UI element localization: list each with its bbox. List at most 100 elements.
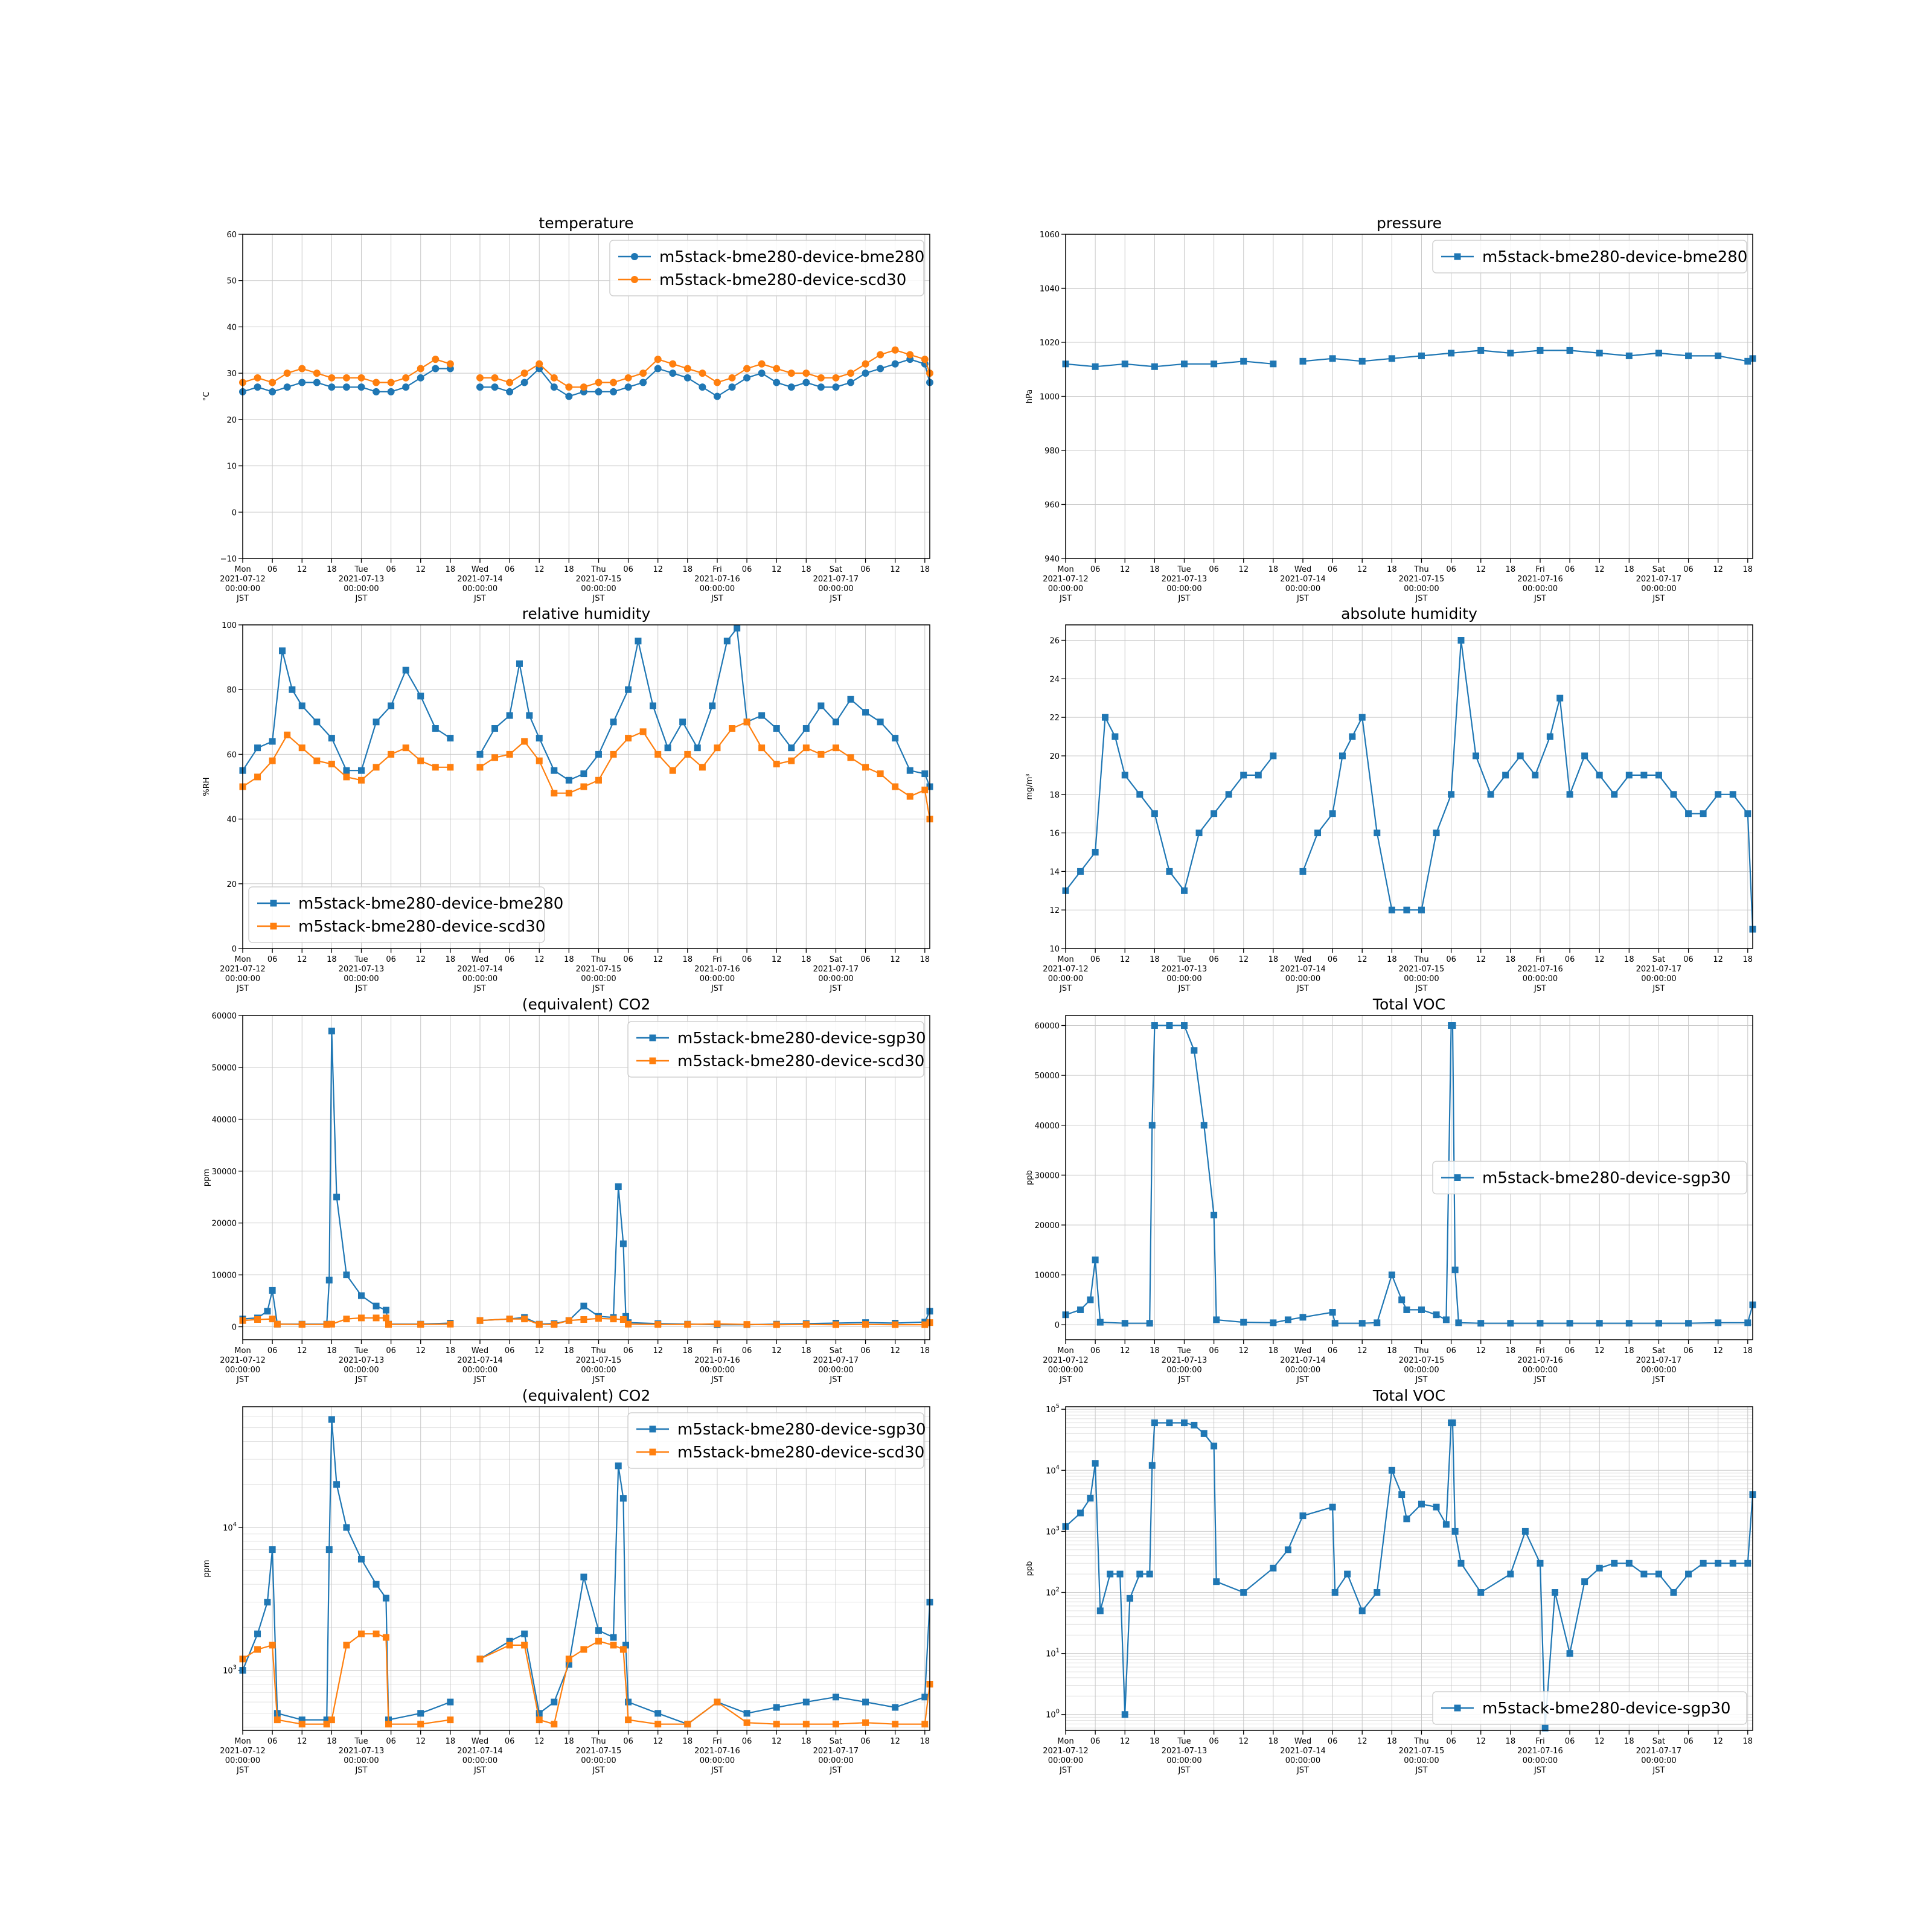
data-point xyxy=(357,1630,365,1637)
data-point xyxy=(1121,1320,1128,1327)
data-point xyxy=(1329,810,1336,817)
data-point xyxy=(491,374,499,382)
x-tick-label: 00:00:00 xyxy=(818,974,853,984)
data-point xyxy=(1077,868,1084,875)
data-point xyxy=(373,1314,380,1322)
data-point xyxy=(328,1716,335,1724)
data-point xyxy=(1655,350,1662,357)
data-point xyxy=(373,379,380,386)
data-point xyxy=(683,365,691,373)
x-tick-label: Wed xyxy=(1294,1346,1311,1355)
data-point xyxy=(699,369,706,377)
data-point xyxy=(325,1276,333,1284)
x-tick-label: Thu xyxy=(590,955,606,964)
data-point xyxy=(1240,1319,1247,1326)
data-point xyxy=(1374,830,1381,837)
x-tick-label: JST xyxy=(1296,1766,1309,1775)
data-point xyxy=(357,1292,365,1299)
legend-marker xyxy=(270,900,277,907)
x-tick-label: 12 xyxy=(1238,565,1249,574)
data-point xyxy=(382,1634,389,1641)
data-point xyxy=(1398,1296,1406,1303)
legend-label: m5stack-bme280-device-scd30 xyxy=(677,1444,924,1462)
data-point xyxy=(1611,791,1618,798)
data-point xyxy=(343,1316,350,1323)
data-point xyxy=(1211,1442,1218,1450)
data-point xyxy=(298,744,305,752)
x-tick-label: 18 xyxy=(920,565,930,574)
data-point xyxy=(1442,1521,1450,1528)
legend-marker xyxy=(649,1448,656,1456)
data-point xyxy=(417,1321,424,1328)
legend-label: m5stack-bme280-device-sgp30 xyxy=(1482,1700,1731,1718)
data-point xyxy=(580,1573,587,1581)
data-point xyxy=(862,369,869,377)
x-tick-label: 2021-07-14 xyxy=(1280,1356,1326,1365)
data-point xyxy=(1640,772,1648,779)
data-point xyxy=(595,750,602,758)
x-tick-label: JST xyxy=(1177,984,1190,993)
data-point xyxy=(1087,1296,1094,1303)
data-point xyxy=(743,1321,750,1328)
data-point xyxy=(388,702,395,709)
x-tick-label: 06 xyxy=(386,1737,396,1746)
data-point xyxy=(254,374,261,382)
data-point xyxy=(619,1240,627,1247)
x-tick-label: 12 xyxy=(890,955,900,964)
data-point xyxy=(1146,1570,1153,1578)
legend-label: m5stack-bme280-device-scd30 xyxy=(298,918,545,936)
data-point xyxy=(580,383,587,391)
y-tick-label: 980 xyxy=(1044,447,1060,456)
legend-item: m5stack-bme280-device-bme280 xyxy=(257,895,563,913)
data-point xyxy=(654,750,662,758)
x-tick-label: 00:00:00 xyxy=(344,974,379,984)
data-point xyxy=(1180,1022,1188,1029)
data-point xyxy=(832,1694,839,1701)
data-point xyxy=(1433,830,1440,837)
x-tick-label: 06 xyxy=(1328,1737,1338,1746)
x-tick-label: 06 xyxy=(1209,1737,1219,1746)
x-tick-label: JST xyxy=(236,594,249,603)
legend-marker xyxy=(1454,1704,1461,1712)
x-tick-label: Fri xyxy=(712,565,722,574)
x-tick-label: JST xyxy=(1059,594,1072,603)
data-point xyxy=(891,360,899,368)
y-tick-label: 20000 xyxy=(212,1220,237,1229)
data-point xyxy=(1121,772,1128,779)
data-point xyxy=(269,1546,276,1553)
x-tick-label: 2021-07-17 xyxy=(813,965,859,974)
data-point xyxy=(402,667,409,674)
x-tick-label: 18 xyxy=(1268,955,1279,964)
data-point xyxy=(1211,810,1218,817)
data-point xyxy=(1200,1430,1208,1437)
data-point xyxy=(357,383,365,391)
y-axis-label: hPa xyxy=(1025,389,1034,403)
data-point xyxy=(1537,1320,1544,1327)
data-point xyxy=(1477,1589,1485,1596)
y-tick-label: 0 xyxy=(232,508,237,517)
data-point xyxy=(1442,1316,1450,1323)
panel-title: Total VOC xyxy=(1372,996,1445,1013)
data-point xyxy=(1180,360,1188,368)
y-axis-label: °C xyxy=(202,392,211,401)
x-tick-label: 18 xyxy=(327,1346,337,1355)
legend-item: m5stack-bme280-device-sgp30 xyxy=(1441,1700,1731,1718)
data-point xyxy=(536,757,543,764)
x-tick-label: 00:00:00 xyxy=(1166,584,1201,593)
x-tick-label: 2021-07-15 xyxy=(576,1747,622,1756)
data-point xyxy=(1344,1570,1351,1578)
data-point xyxy=(298,1716,305,1724)
x-tick-label: JST xyxy=(473,1375,486,1384)
data-point xyxy=(1517,752,1524,760)
x-tick-label: JST xyxy=(829,1375,842,1384)
x-tick-label: 12 xyxy=(297,955,307,964)
x-tick-label: Fri xyxy=(712,1346,722,1355)
data-point xyxy=(521,1630,528,1637)
x-tick-label: Sat xyxy=(830,955,842,964)
x-tick-label: Fri xyxy=(1535,565,1545,574)
data-point xyxy=(714,1320,721,1328)
x-tick-label: Sat xyxy=(830,1346,842,1355)
